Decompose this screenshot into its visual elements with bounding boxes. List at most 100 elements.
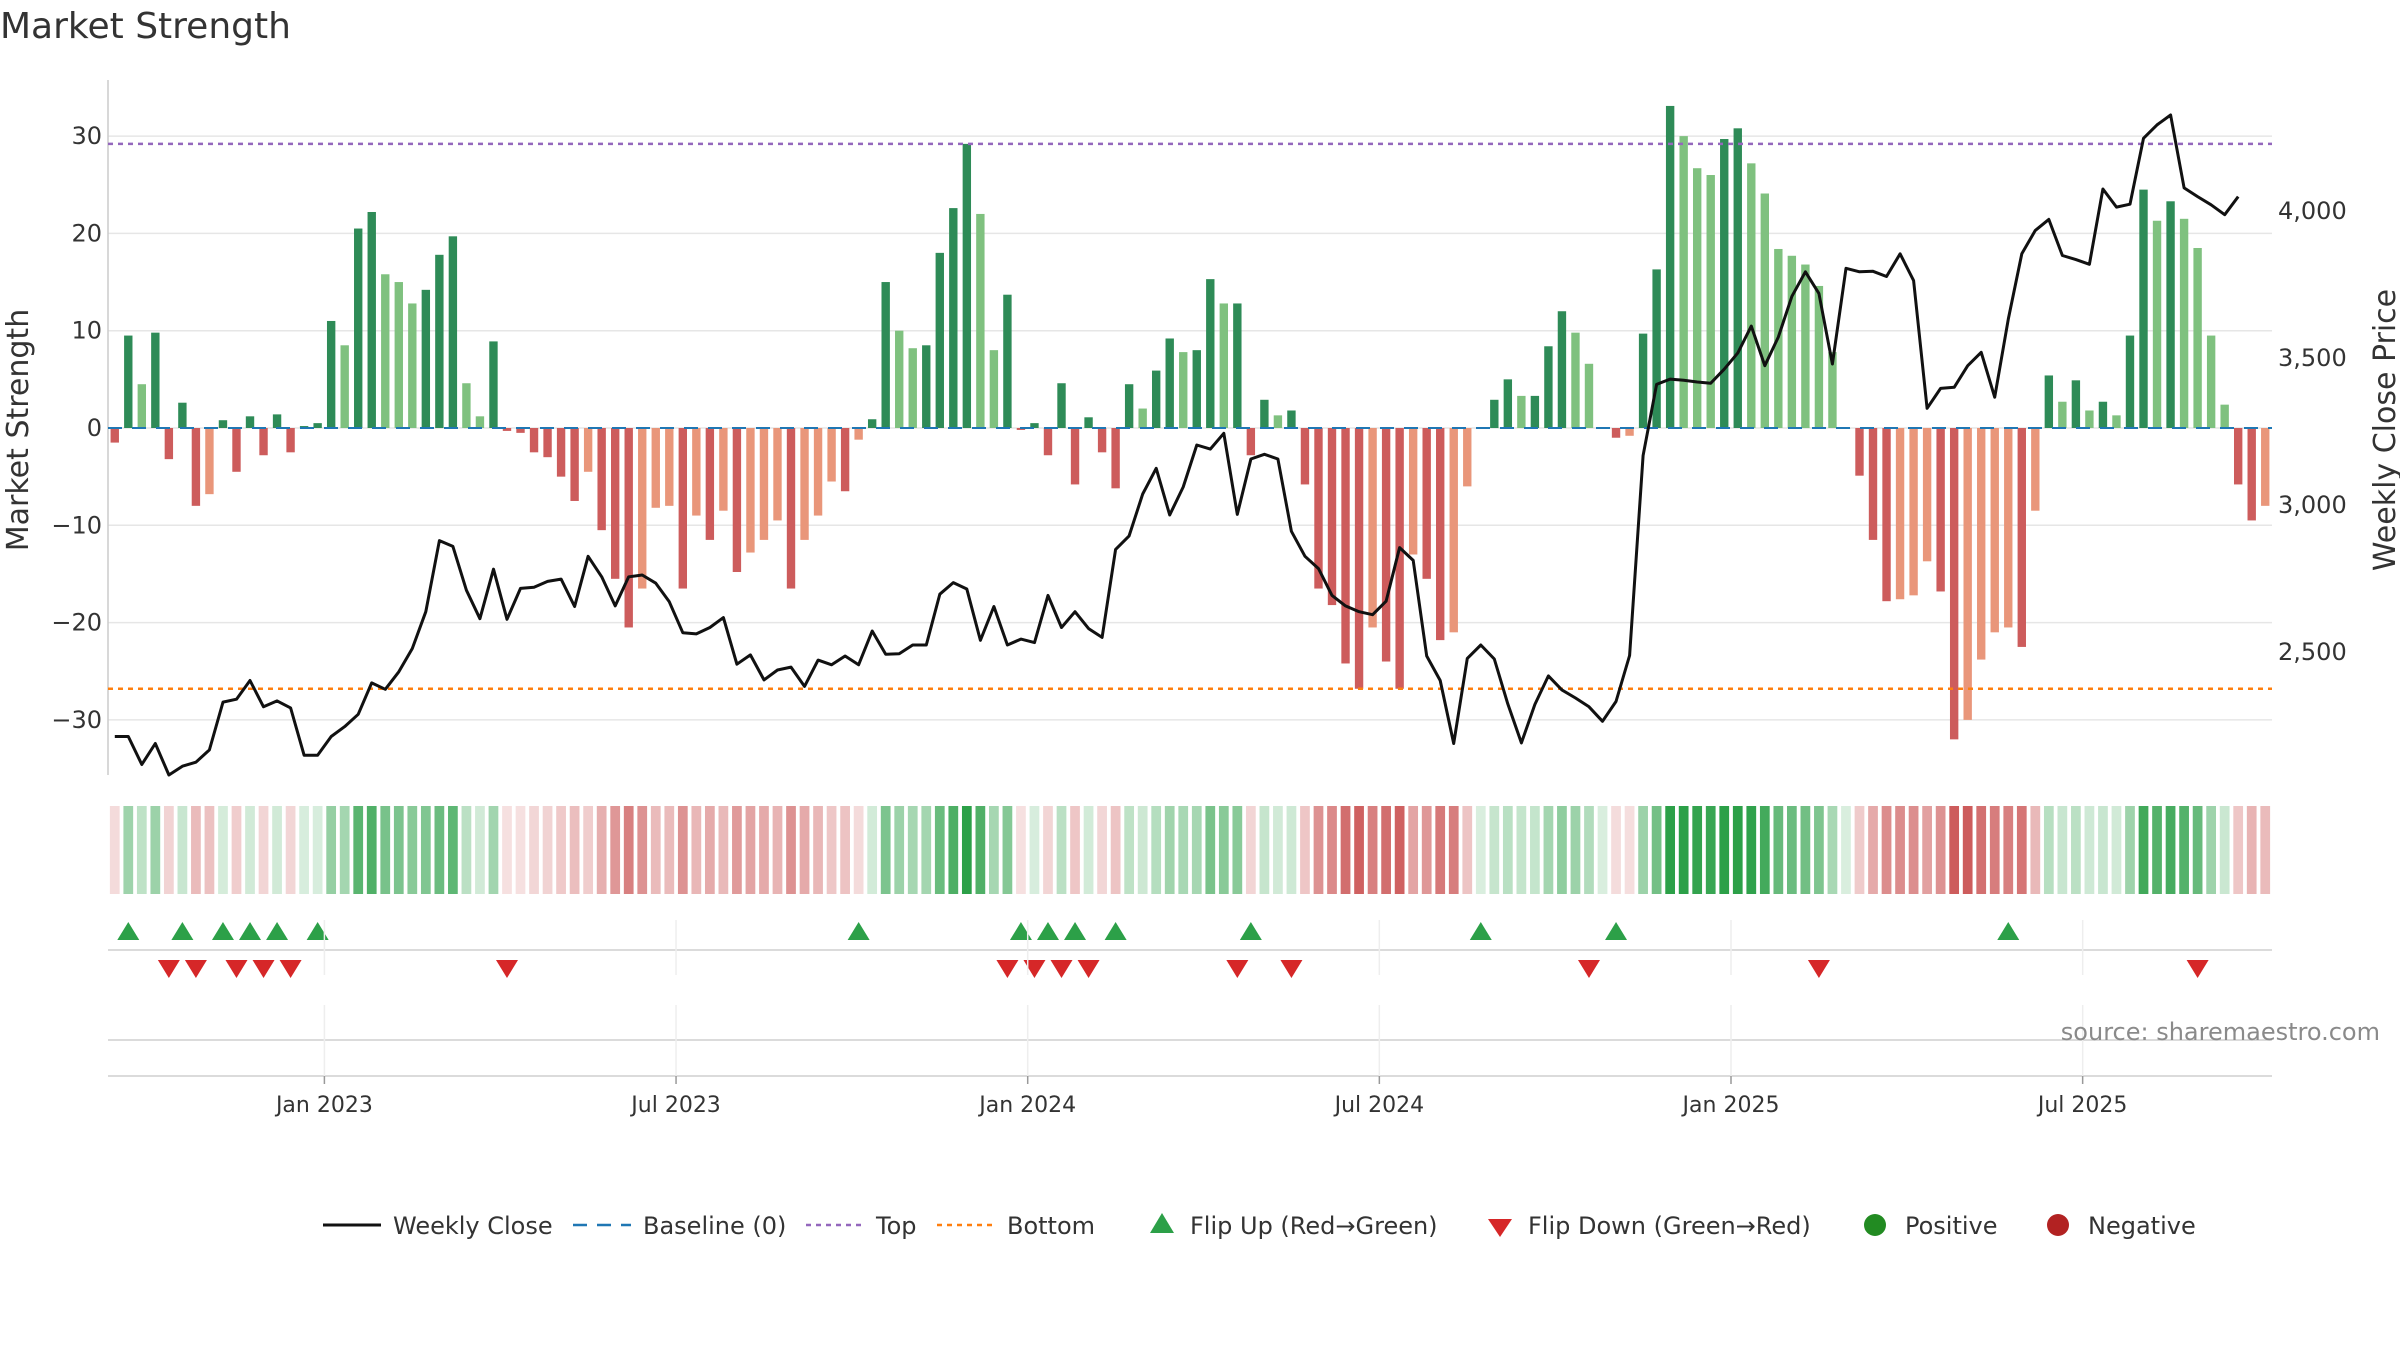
strength-bar bbox=[1070, 428, 1080, 485]
heat-cell bbox=[123, 806, 134, 894]
strength-bar bbox=[719, 428, 728, 511]
heat-cell bbox=[1868, 806, 1878, 894]
strength-bar bbox=[1720, 139, 1729, 429]
heat-cell bbox=[921, 806, 932, 894]
heat-cell bbox=[1151, 806, 1162, 894]
heat-cell bbox=[975, 806, 986, 894]
strength-bar bbox=[2166, 201, 2175, 428]
heat-cell bbox=[1895, 806, 1905, 894]
heat-cell bbox=[2125, 806, 2135, 894]
heat-cell bbox=[1976, 806, 1987, 894]
heat-cell bbox=[1827, 806, 1838, 894]
strength-heat-strip bbox=[109, 806, 2271, 894]
heat-cell bbox=[488, 806, 499, 894]
strength-bar bbox=[1652, 269, 1661, 428]
strength-bar bbox=[1192, 350, 1201, 428]
heat-cell bbox=[1164, 806, 1175, 894]
strength-bar bbox=[1206, 279, 1215, 428]
strength-bar bbox=[313, 423, 322, 428]
left-tick-label: 0 bbox=[87, 414, 102, 442]
strength-bar bbox=[1408, 428, 1418, 555]
x-tick-label: Jul 2024 bbox=[1333, 1093, 1425, 1118]
heat-cell bbox=[1218, 806, 1229, 894]
heat-cell bbox=[2219, 806, 2230, 894]
strength-bar bbox=[2112, 415, 2121, 428]
strength-bar bbox=[1868, 428, 1878, 540]
heat-cell bbox=[650, 806, 661, 894]
heat-cell bbox=[1705, 806, 1716, 894]
strength-bar bbox=[516, 428, 525, 433]
heat-cell bbox=[1016, 806, 1026, 894]
strength-bar bbox=[1814, 285, 1824, 428]
heat-cell bbox=[191, 806, 201, 894]
legend-label: Flip Up (Red→Green) bbox=[1190, 1212, 1438, 1240]
flip-up-marker bbox=[1239, 922, 1262, 940]
strength-bar bbox=[1895, 428, 1905, 600]
legend-label: Positive bbox=[1905, 1212, 1998, 1240]
heat-cell bbox=[515, 806, 526, 894]
heat-cell bbox=[1191, 806, 1202, 894]
flip-down-marker bbox=[2186, 960, 2209, 978]
heat-cell bbox=[1259, 806, 1270, 894]
strength-bar bbox=[1043, 428, 1053, 456]
strength-bar bbox=[448, 236, 458, 428]
flip-down-marker bbox=[1077, 960, 1100, 978]
strength-bar bbox=[1030, 423, 1039, 428]
left-tick-label: −30 bbox=[51, 706, 102, 734]
strength-bar bbox=[759, 428, 769, 540]
heat-cell bbox=[502, 806, 512, 894]
heat-cell bbox=[1814, 806, 1824, 894]
strength-bar bbox=[394, 282, 403, 428]
flip-up-marker bbox=[1036, 922, 1059, 940]
heat-cell bbox=[1692, 806, 1703, 894]
heat-cell bbox=[407, 806, 418, 894]
strength-bar bbox=[489, 341, 498, 428]
heat-cell bbox=[1435, 806, 1446, 894]
lower-panel bbox=[108, 1039, 2272, 1077]
heat-cell bbox=[366, 806, 377, 894]
strength-bar bbox=[475, 416, 485, 428]
strength-bar bbox=[1327, 428, 1337, 606]
heat-cell bbox=[1881, 806, 1892, 894]
strength-bar bbox=[151, 332, 160, 428]
strength-bar bbox=[340, 345, 349, 428]
heat-cell bbox=[1394, 806, 1405, 894]
strength-bar bbox=[1381, 428, 1391, 662]
flip-down-marker bbox=[252, 960, 275, 978]
flip-down-marker bbox=[1807, 960, 1830, 978]
strength-bar bbox=[922, 345, 931, 428]
heat-cell bbox=[420, 806, 431, 894]
strength-bar bbox=[2152, 220, 2162, 428]
heat-cell bbox=[2071, 806, 2081, 894]
heat-cell bbox=[1516, 806, 1527, 894]
strength-bar bbox=[462, 383, 471, 428]
strength-bar bbox=[367, 211, 376, 428]
heat-cell bbox=[1137, 806, 1148, 894]
heat-cell bbox=[718, 806, 729, 894]
strength-bar bbox=[1219, 303, 1229, 428]
legend-label: Baseline (0) bbox=[643, 1212, 786, 1240]
strength-bar bbox=[543, 428, 552, 458]
strength-bar bbox=[1354, 428, 1364, 689]
strength-bar bbox=[1260, 399, 1269, 428]
strength-bar bbox=[354, 228, 363, 428]
flip-down-marker bbox=[157, 960, 180, 978]
strength-bar bbox=[638, 428, 647, 589]
heat-cell bbox=[1354, 806, 1364, 894]
flip-up-marker bbox=[1469, 922, 1492, 940]
strength-bar bbox=[1692, 168, 1702, 429]
reference-lines bbox=[108, 142, 2272, 691]
heat-cell bbox=[786, 806, 796, 894]
heat-cell bbox=[2016, 806, 2027, 894]
heat-cell bbox=[1530, 806, 1540, 894]
heat-cell bbox=[583, 806, 594, 894]
strength-bar bbox=[1314, 428, 1323, 589]
heat-cell bbox=[2138, 806, 2149, 894]
heat-cell bbox=[136, 806, 147, 894]
heat-cell bbox=[1475, 806, 1486, 894]
strength-bar bbox=[2193, 247, 2202, 428]
strength-bar bbox=[2031, 428, 2040, 511]
heat-cell bbox=[840, 806, 850, 894]
strength-bar bbox=[259, 428, 268, 456]
heat-cell bbox=[1056, 806, 1067, 894]
